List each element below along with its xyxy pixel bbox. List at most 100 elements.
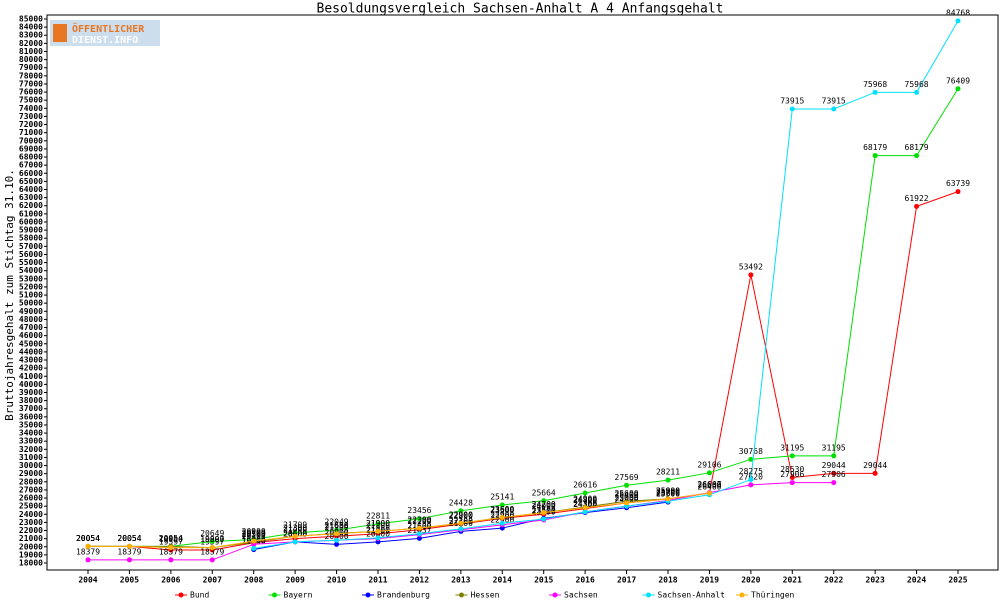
data-label: 28530 [780, 465, 804, 474]
point [209, 545, 215, 551]
data-label: 25900 [656, 486, 680, 495]
point [872, 470, 878, 476]
point [458, 526, 464, 532]
data-label: 26400 [697, 482, 721, 491]
point [582, 509, 588, 515]
y-tick-label: 69000 [19, 144, 43, 153]
y-tick-label: 73000 [19, 112, 43, 121]
data-label: 21709 [283, 520, 307, 529]
point [582, 490, 588, 496]
series-line [253, 20, 959, 549]
data-label: 22900 [449, 511, 473, 520]
data-label: 26616 [573, 481, 597, 490]
data-label: 68179 [863, 143, 887, 152]
point [209, 538, 215, 544]
y-tick-label: 48000 [19, 315, 43, 324]
x-tick-label: 2020 [741, 576, 760, 585]
logo: ÖFFENTLICHER DIENST.INFO [50, 20, 160, 46]
legend-label: Hessen [471, 591, 500, 600]
legend-label: Thüringen [751, 591, 795, 600]
y-tick-label: 80000 [19, 55, 43, 64]
data-label: 25700 [656, 488, 680, 497]
y-tick-label: 43000 [19, 356, 43, 365]
y-tick-label: 58000 [19, 234, 43, 243]
point [706, 470, 712, 476]
legend-marker [459, 592, 464, 598]
y-tick-label: 19000 [19, 550, 43, 559]
y-tick-label: 81000 [19, 47, 43, 56]
series-line [88, 492, 710, 549]
point [624, 482, 630, 488]
y-tick-label: 68000 [19, 153, 43, 162]
point [748, 272, 754, 278]
data-label: 20054 [76, 534, 100, 543]
y-tick-label: 49000 [19, 307, 43, 316]
y-tick-label: 54000 [19, 266, 43, 275]
x-tick-label: 2014 [493, 576, 512, 585]
data-label: 22300 [407, 516, 431, 525]
data-label: 22800 [449, 512, 473, 521]
legend-label: Sachsen-Anhalt [658, 591, 726, 600]
point [416, 531, 422, 537]
point [85, 557, 91, 563]
data-label: 63739 [946, 179, 970, 188]
data-label: 30768 [739, 447, 763, 456]
y-axis-label: Bruttojahresgehalt zum Stichtag 31.10. [3, 169, 16, 421]
legend-marker [178, 592, 184, 598]
point [292, 533, 298, 539]
y-tick-label: 22000 [19, 526, 43, 535]
y-tick-label: 82000 [19, 39, 43, 48]
point [334, 531, 340, 537]
legend-label: Bayern [284, 591, 313, 600]
point [251, 538, 257, 544]
x-tick-label: 2011 [368, 576, 387, 585]
y-tick-label: 24000 [19, 510, 43, 519]
point [665, 477, 671, 483]
data-label: 20649 [200, 529, 224, 538]
point [831, 106, 837, 112]
data-label: 25664 [532, 488, 556, 497]
y-tick-label: 30000 [19, 461, 43, 470]
y-tick-label: 35000 [19, 420, 43, 429]
data-label: 22300 [407, 516, 431, 525]
data-label: 84768 [946, 8, 970, 17]
data-label: 19597 [159, 538, 183, 547]
point [665, 496, 671, 502]
x-tick-label: 2009 [286, 576, 305, 585]
data-label: 18379 [159, 547, 183, 556]
point [789, 475, 795, 481]
x-tick-label: 2018 [658, 576, 677, 585]
data-label: 26667 [697, 480, 721, 489]
data-label: 25600 [615, 489, 639, 498]
y-tick-label: 62000 [19, 201, 43, 210]
data-label: 20054 [117, 534, 141, 543]
data-label: 29106 [697, 460, 721, 469]
x-tick-label: 2016 [576, 576, 595, 585]
y-tick-label: 36000 [19, 412, 43, 421]
data-label: 75968 [905, 80, 929, 89]
y-tick-label: 76000 [19, 88, 43, 97]
data-label: 18379 [76, 547, 100, 556]
data-label: 20054 [117, 534, 141, 543]
point [955, 189, 961, 195]
data-label: 18379 [117, 547, 141, 556]
x-tick-label: 2015 [534, 576, 553, 585]
x-tick-label: 2008 [244, 576, 263, 585]
y-tick-label: 61000 [19, 209, 43, 218]
data-label: 20700 [242, 529, 266, 538]
y-tick-label: 85000 [19, 15, 43, 24]
y-tick-label: 39000 [19, 388, 43, 397]
y-tick-label: 32000 [19, 445, 43, 454]
data-label: 28211 [656, 468, 680, 477]
point [499, 520, 505, 526]
x-tick-label: 2025 [948, 576, 967, 585]
data-label: 21300 [283, 524, 307, 533]
y-tick-label: 63000 [19, 193, 43, 202]
legend-label: Bund [190, 591, 209, 600]
data-label: 22811 [366, 511, 390, 520]
logo-text: ÖFFENTLICHER [72, 21, 145, 35]
point [789, 480, 795, 486]
point [292, 539, 298, 545]
x-tick-label: 2023 [866, 576, 885, 585]
